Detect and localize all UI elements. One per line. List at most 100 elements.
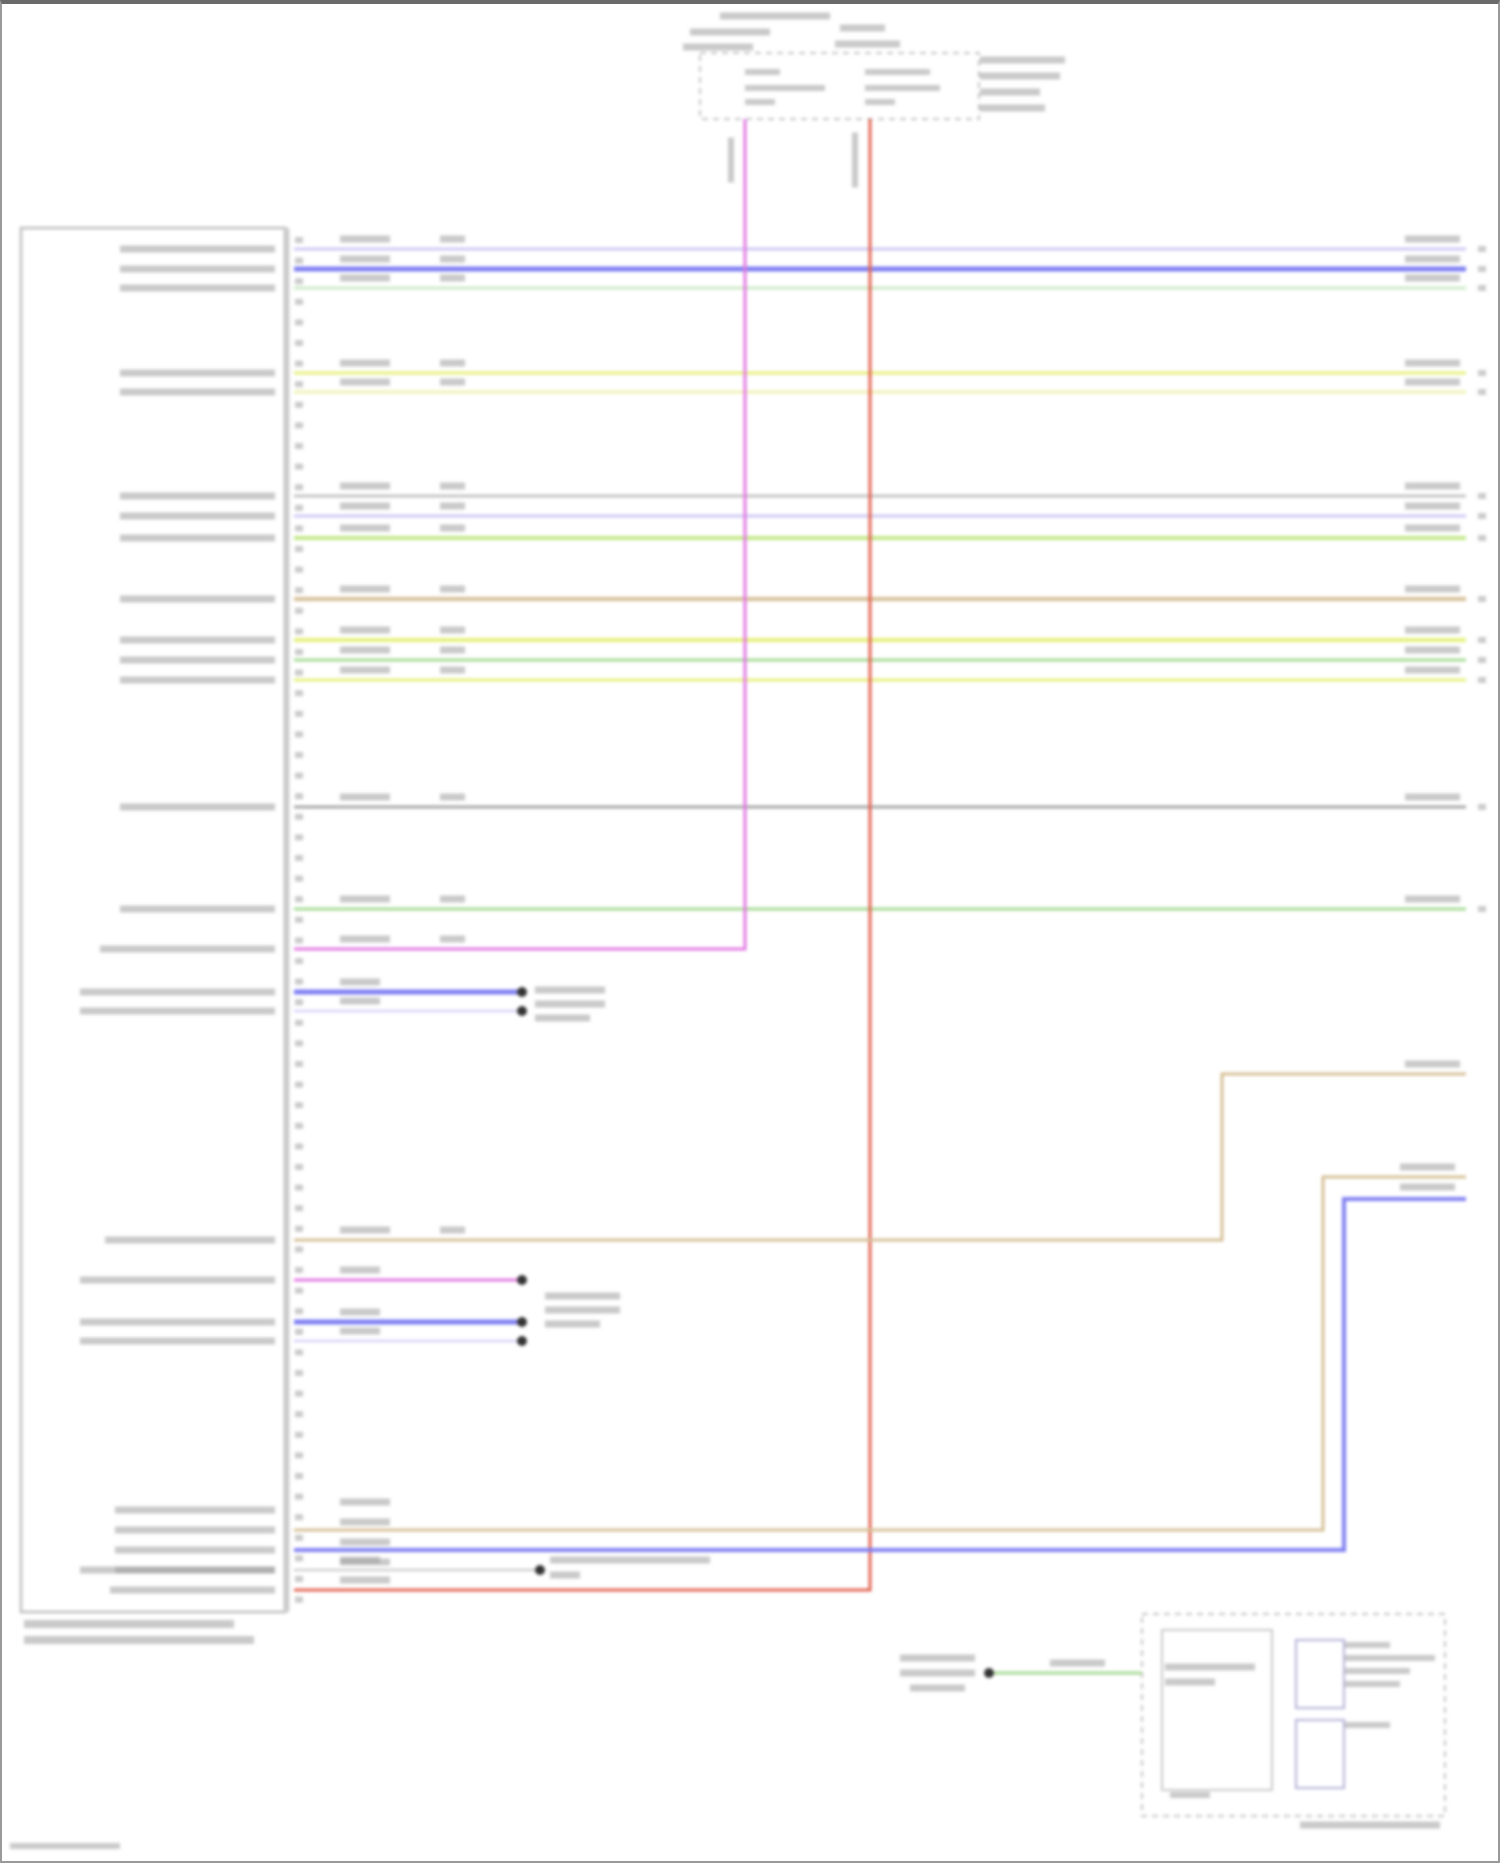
pin-number xyxy=(295,1040,303,1047)
wire-color-label xyxy=(340,626,390,634)
wire-color-label xyxy=(340,502,390,510)
connector-terminal xyxy=(517,1336,527,1346)
module-label xyxy=(1165,1663,1255,1671)
wire-tan xyxy=(294,1175,1466,1532)
circuit-function-label xyxy=(120,803,275,811)
wire-color-label xyxy=(340,274,390,282)
wire-color-label xyxy=(340,378,390,386)
wire-color-label xyxy=(340,666,390,674)
fuse-box-label xyxy=(980,56,1065,64)
circuit-function-label xyxy=(115,1526,275,1534)
wire-circuit-label xyxy=(440,502,465,510)
wire-color-label xyxy=(1405,666,1460,674)
pin-number xyxy=(295,360,303,367)
circuit-function-label xyxy=(120,388,275,396)
fuse-label xyxy=(865,85,940,91)
display-label xyxy=(1345,1722,1390,1728)
pin-number xyxy=(295,793,303,800)
wire-color-label xyxy=(1405,274,1460,282)
circuit-function-label xyxy=(115,1546,275,1554)
pin-number xyxy=(295,1493,303,1500)
system-label xyxy=(535,1014,590,1022)
wire-circuit-label xyxy=(440,646,465,654)
pin-number xyxy=(295,237,303,243)
wire-color-label xyxy=(340,646,390,654)
circuit-function-label xyxy=(120,265,275,273)
wire-color-label xyxy=(1405,378,1460,386)
wire-blue xyxy=(294,1197,1466,1552)
wire-color-label xyxy=(1405,502,1460,510)
pin-number xyxy=(295,1019,303,1026)
pin-number xyxy=(295,1102,303,1109)
wire-color-label xyxy=(340,1556,380,1564)
wire-color-label xyxy=(1405,359,1460,367)
circuit-function-label xyxy=(120,284,275,292)
wire-color-label xyxy=(340,585,390,593)
wire-circuit-label xyxy=(440,482,465,490)
wire-color-label xyxy=(340,895,390,903)
pin-number xyxy=(295,1370,303,1376)
wire-color-label xyxy=(1405,255,1460,263)
pin-number xyxy=(295,731,303,738)
fuse-label xyxy=(683,43,753,51)
circuit-function-label xyxy=(110,1586,275,1594)
pin-number xyxy=(1478,596,1486,602)
fuse-label xyxy=(865,69,930,75)
circuit-function-label xyxy=(100,945,275,953)
wire-color-label xyxy=(1405,626,1460,634)
fuse-label xyxy=(835,40,900,48)
wire-color-label xyxy=(1400,1163,1455,1171)
pin-number xyxy=(295,1081,303,1088)
wire-red xyxy=(294,119,872,1592)
wire-color-label xyxy=(1405,793,1460,801)
circuit-function-label xyxy=(120,492,275,500)
wire-color-label xyxy=(340,997,380,1005)
wire-color-label xyxy=(1405,524,1460,532)
wire-circuit-label xyxy=(440,255,465,263)
wire-circuit-label xyxy=(440,666,465,674)
wire-circuit-label xyxy=(440,1226,465,1234)
module-label xyxy=(1170,1792,1210,1798)
pin-number xyxy=(295,525,303,532)
pin-number xyxy=(1478,804,1486,810)
system-label xyxy=(910,1684,965,1692)
pin-number xyxy=(295,278,303,285)
pin-number xyxy=(1478,513,1486,519)
fuse-box-outline xyxy=(699,52,980,120)
circuit-function-label xyxy=(80,1007,275,1015)
circuit-function-label xyxy=(120,656,275,664)
wire-color-label xyxy=(1405,895,1460,903)
pin-number xyxy=(1478,370,1486,376)
pin-number xyxy=(295,1267,303,1273)
pin-number xyxy=(295,319,303,326)
system-label xyxy=(550,1556,710,1564)
pin-number xyxy=(1478,266,1486,272)
circuit-function-label xyxy=(120,595,275,603)
connector-terminal xyxy=(517,1275,527,1285)
wire-color-label xyxy=(1050,1659,1105,1667)
wire-color-label xyxy=(1405,1060,1460,1068)
pin-number xyxy=(295,1411,303,1418)
wire-circuit-label xyxy=(440,895,465,903)
diagram-id-label xyxy=(10,1843,120,1849)
pin-number xyxy=(295,484,303,491)
pin-number xyxy=(1478,657,1486,663)
pin-number xyxy=(295,649,303,655)
pin-number xyxy=(295,669,303,676)
pin-number xyxy=(295,628,303,635)
pin-number xyxy=(295,1061,303,1067)
module-name-label xyxy=(24,1636,254,1644)
wire-color-label xyxy=(340,1518,390,1526)
pin-number xyxy=(295,1287,303,1294)
wire-color-label xyxy=(340,1327,380,1335)
system-label xyxy=(535,986,605,994)
pin-number xyxy=(295,1390,303,1397)
wire-color-label xyxy=(340,235,390,243)
instrument-cluster-outline xyxy=(1141,1613,1446,1817)
pin-number xyxy=(295,463,303,470)
wire-circuit-label xyxy=(440,626,465,634)
cluster-name-label xyxy=(1300,1821,1440,1829)
pin-number xyxy=(295,1184,303,1191)
circuit-function-label xyxy=(120,245,275,253)
pin-number xyxy=(295,504,303,511)
